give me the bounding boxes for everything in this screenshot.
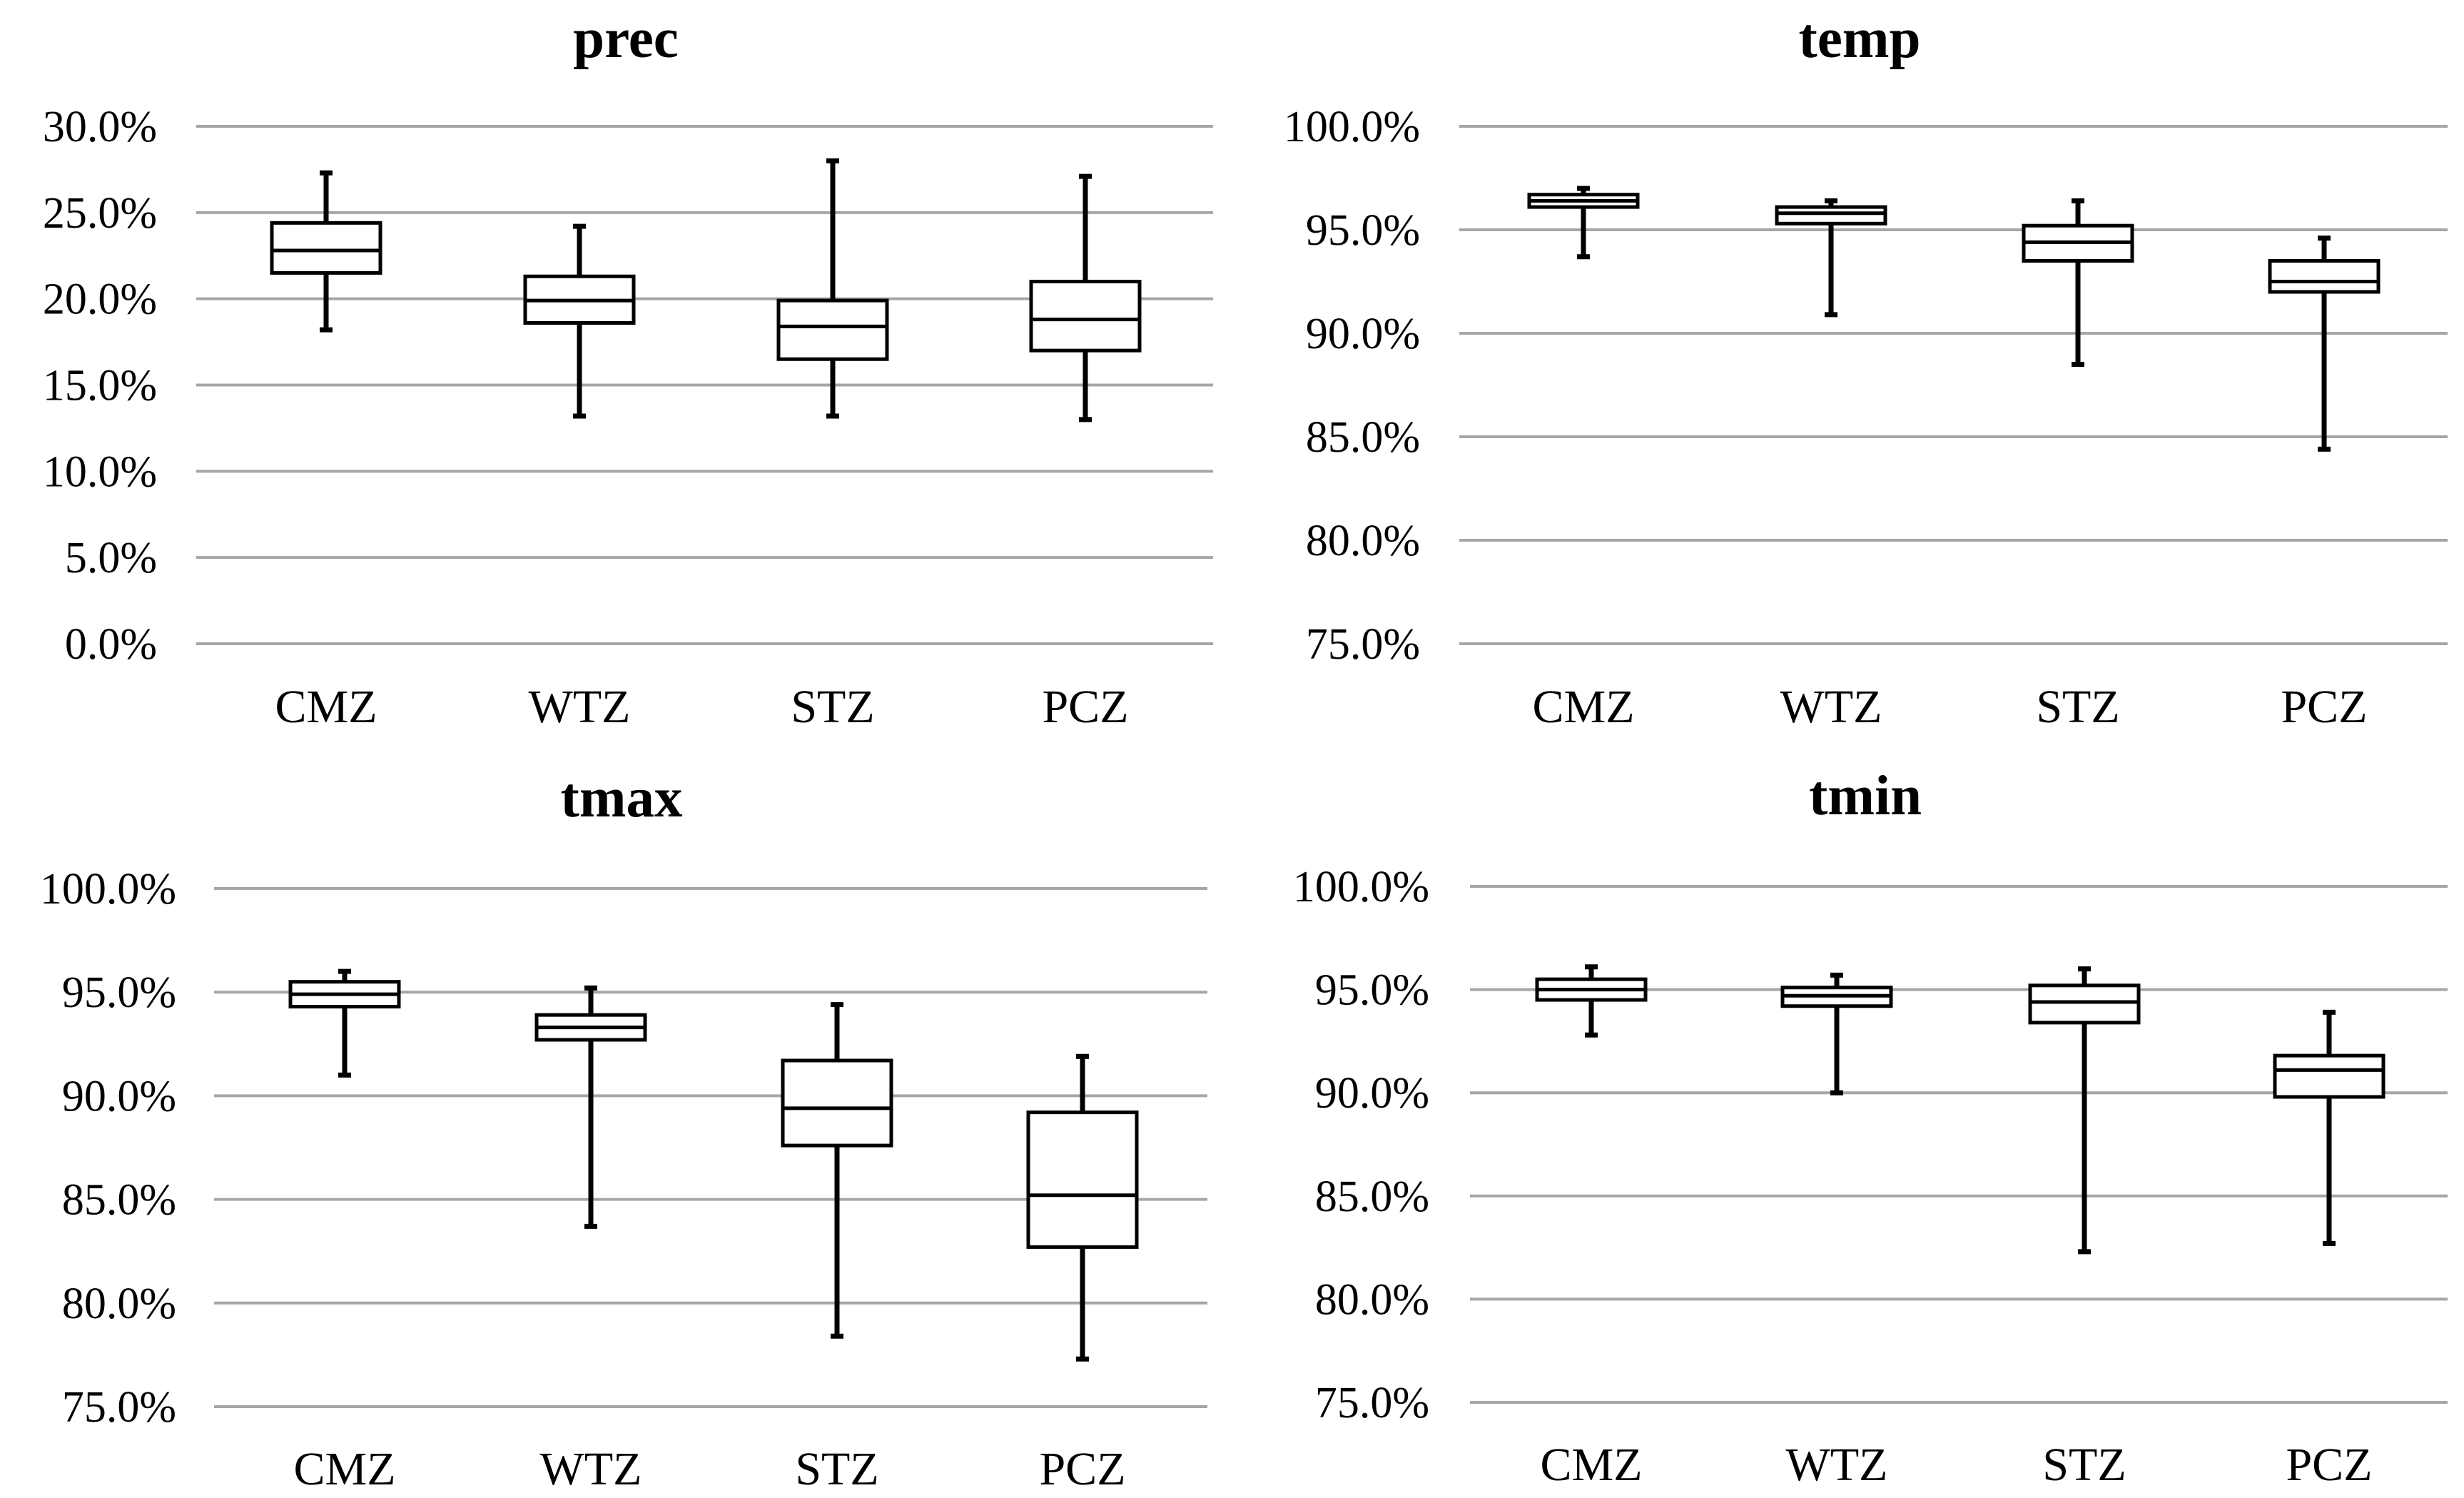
category-label: STZ bbox=[2036, 681, 2119, 733]
box-pcz bbox=[2273, 1009, 2386, 1246]
y-tick-label: 80.0% bbox=[1315, 1275, 1429, 1324]
box-pcz bbox=[1029, 173, 1142, 422]
y-tick-label: 100.0% bbox=[40, 865, 176, 914]
y-tick-label: 15.0% bbox=[43, 362, 157, 410]
y-tick-label: 95.0% bbox=[62, 968, 176, 1017]
y-tick-label: 75.0% bbox=[1306, 620, 1420, 669]
y-tick-label: 80.0% bbox=[1306, 517, 1420, 565]
box-stz bbox=[781, 1002, 893, 1339]
category-label: WTZ bbox=[1780, 681, 1882, 733]
y-tick-label: 90.0% bbox=[62, 1072, 176, 1120]
iqr-box bbox=[776, 298, 889, 361]
chart-title: prec bbox=[573, 8, 679, 70]
y-tick-label: 75.0% bbox=[62, 1383, 176, 1432]
category-label: CMZ bbox=[1532, 681, 1634, 733]
y-tick-label: 100.0% bbox=[1293, 863, 1429, 911]
chart-title: tmin bbox=[1809, 765, 1922, 827]
box-stz bbox=[2022, 198, 2134, 367]
chart-panel-temp: temp 75.0% 80.0% 85.0% 90.0% 95.0% 100.0% CMZ WT… bbox=[1284, 8, 2448, 733]
box-cmz bbox=[1527, 186, 1640, 260]
y-tick-label: 0.0% bbox=[65, 620, 157, 669]
y-tick-label: 90.0% bbox=[1315, 1069, 1429, 1118]
category-label: CMZ bbox=[275, 681, 377, 733]
category-label: STZ bbox=[791, 681, 874, 733]
category-label: CMZ bbox=[1540, 1439, 1642, 1491]
chart-panel-tmax: tmax 75.0% 80.0% 85.0% 90.0% 95.0% 100.0% CMZ WT… bbox=[40, 767, 1207, 1495]
category-label: PCZ bbox=[2286, 1439, 2372, 1491]
iqr-box bbox=[1029, 280, 1142, 353]
box-wtz bbox=[1775, 198, 1887, 318]
box-pcz bbox=[2268, 236, 2381, 452]
y-tick-label: 80.0% bbox=[62, 1280, 176, 1328]
category-label: STZ bbox=[2042, 1439, 2126, 1491]
iqr-box bbox=[1026, 1110, 1139, 1249]
chart-title: temp bbox=[1798, 8, 1920, 70]
box-stz bbox=[2028, 966, 2141, 1255]
category-label: WTZ bbox=[1786, 1439, 1888, 1491]
y-tick-label: 85.0% bbox=[62, 1176, 176, 1225]
y-tick-label: 20.0% bbox=[43, 275, 157, 324]
y-tick-label: 95.0% bbox=[1315, 966, 1429, 1015]
box-wtz bbox=[1780, 972, 1893, 1095]
chart-title: tmax bbox=[560, 767, 683, 829]
iqr-box bbox=[2273, 1053, 2386, 1099]
category-label: PCZ bbox=[1042, 681, 1128, 733]
iqr-box bbox=[1775, 205, 1887, 226]
y-tick-label: 90.0% bbox=[1306, 310, 1420, 358]
box-wtz bbox=[534, 985, 647, 1229]
category-label: WTZ bbox=[529, 681, 631, 733]
category-label: PCZ bbox=[2281, 681, 2367, 733]
box-pcz bbox=[1026, 1053, 1139, 1362]
box-cmz bbox=[270, 170, 382, 333]
y-tick-label: 75.0% bbox=[1315, 1379, 1429, 1427]
box-cmz bbox=[1535, 964, 1648, 1038]
y-tick-label: 30.0% bbox=[43, 103, 157, 151]
y-tick-label: 100.0% bbox=[1284, 103, 1420, 151]
iqr-box bbox=[2028, 983, 2141, 1025]
box-wtz bbox=[523, 223, 636, 419]
category-label: PCZ bbox=[1039, 1443, 1125, 1495]
category-label: STZ bbox=[795, 1443, 878, 1495]
y-tick-label: 85.0% bbox=[1306, 413, 1420, 462]
category-label: CMZ bbox=[293, 1443, 395, 1495]
category-label: WTZ bbox=[540, 1443, 642, 1495]
chart-panel-prec: prec 0.0% 5.0% 10.0% 15.0% 20.0% 25.0% 30.0% CMZ… bbox=[43, 8, 1213, 733]
y-tick-label: 10.0% bbox=[43, 447, 157, 496]
y-tick-label: 25.0% bbox=[43, 189, 157, 238]
iqr-box bbox=[2268, 259, 2381, 294]
iqr-box bbox=[781, 1058, 893, 1148]
box-cmz bbox=[288, 968, 401, 1078]
y-tick-label: 95.0% bbox=[1306, 206, 1420, 255]
y-tick-label: 5.0% bbox=[65, 534, 157, 582]
box-stz bbox=[776, 158, 889, 419]
y-tick-label: 85.0% bbox=[1315, 1173, 1429, 1221]
chart-panel-tmin: tmin 75.0% 80.0% 85.0% 90.0% 95.0% 100.0% CMZ WT… bbox=[1293, 765, 2448, 1491]
iqr-box bbox=[270, 221, 382, 275]
